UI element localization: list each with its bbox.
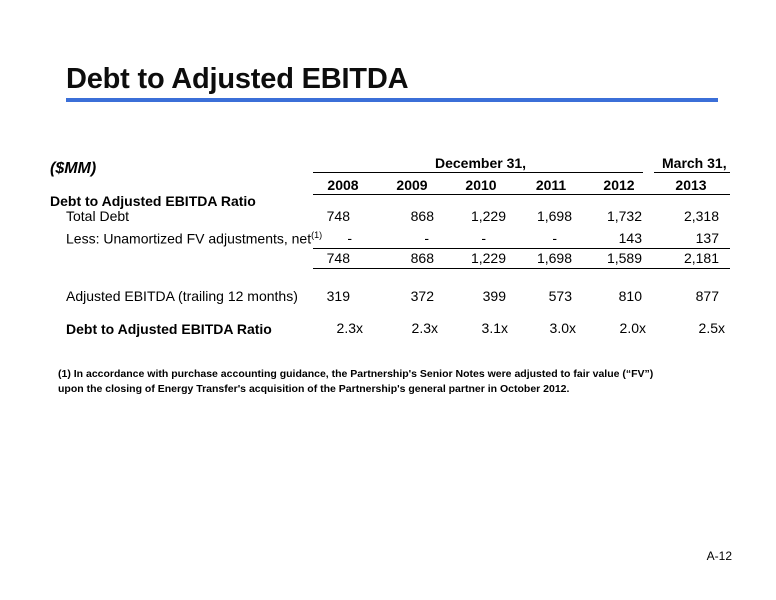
- cell-adjusted-ebitda: 319: [326, 288, 350, 304]
- section-title: Debt to Adjusted EBITDA Ratio: [50, 193, 256, 209]
- title-underline: [66, 98, 718, 102]
- footnote-line: upon the closing of Energy Transfer's ac…: [58, 383, 570, 395]
- subtotal-rule: [313, 248, 730, 249]
- cell-net-debt: 2,181: [683, 250, 719, 266]
- page-title: Debt to Adjusted EBITDA: [66, 63, 409, 95]
- cell-ratio: 3.1x: [481, 320, 508, 336]
- cell-net-debt: 1,229: [470, 250, 506, 266]
- cell-ratio: 2.5x: [698, 320, 725, 336]
- fv-adjustments-text: Less: Unamortized FV adjustments, net: [66, 230, 312, 247]
- cell-fv-adjustment: -: [424, 230, 429, 246]
- cell-total-debt: 2,318: [683, 208, 719, 224]
- footnote-ref: (1): [311, 230, 323, 240]
- cell-fv-adjustment: 137: [695, 230, 719, 246]
- cell-ratio: 2.3x: [411, 320, 438, 336]
- row-label-ratio: Debt to Adjusted EBITDA Ratio: [66, 321, 272, 337]
- cell-fv-adjustment: -: [552, 230, 557, 246]
- page-number: A-12: [706, 549, 732, 563]
- year-header: 2008: [327, 177, 359, 193]
- cell-total-debt: 1,698: [536, 208, 572, 224]
- cell-total-debt: 1,229: [470, 208, 506, 224]
- year-header: 2010: [465, 177, 497, 193]
- cell-total-debt: 1,732: [606, 208, 642, 224]
- units-label: ($MM): [50, 160, 97, 177]
- row-label-fv-adjustments: Less: Unamortized FV adjustments, net(1): [66, 230, 322, 247]
- cell-adjusted-ebitda: 810: [618, 288, 642, 304]
- year-header: 2012: [603, 177, 635, 193]
- cell-net-debt: 1,589: [606, 250, 642, 266]
- cell-net-debt: 868: [410, 250, 434, 266]
- total-rule: [313, 268, 730, 269]
- cell-adjusted-ebitda: 573: [548, 288, 572, 304]
- period-header-march: March 31,: [662, 155, 727, 171]
- cell-net-debt: 748: [326, 250, 350, 266]
- row-label-adjusted-ebitda: Adjusted EBITDA (trailing 12 months): [66, 288, 298, 304]
- cell-ratio: 2.3x: [336, 320, 363, 336]
- header-rule: [313, 194, 730, 195]
- year-header: 2009: [396, 177, 428, 193]
- row-label-total-debt: Total Debt: [66, 208, 130, 224]
- period-rule-december: [313, 172, 643, 173]
- period-header-december: December 31,: [435, 155, 527, 171]
- footnote: (1) In accordance with purchase accounti…: [58, 367, 718, 397]
- footnote-line: (1) In accordance with purchase accounti…: [58, 368, 654, 380]
- cell-total-debt: 748: [326, 208, 350, 224]
- period-rule-march: [654, 172, 730, 173]
- cell-fv-adjustment: 143: [618, 230, 642, 246]
- year-header: 2013: [675, 177, 707, 193]
- cell-ratio: 2.0x: [619, 320, 646, 336]
- cell-adjusted-ebitda: 399: [482, 288, 506, 304]
- cell-ratio: 3.0x: [549, 320, 576, 336]
- cell-adjusted-ebitda: 877: [695, 288, 719, 304]
- cell-total-debt: 868: [410, 208, 434, 224]
- year-header: 2011: [535, 177, 567, 193]
- cell-fv-adjustment: -: [481, 230, 486, 246]
- cell-fv-adjustment: -: [347, 230, 352, 246]
- cell-net-debt: 1,698: [536, 250, 572, 266]
- cell-adjusted-ebitda: 372: [410, 288, 434, 304]
